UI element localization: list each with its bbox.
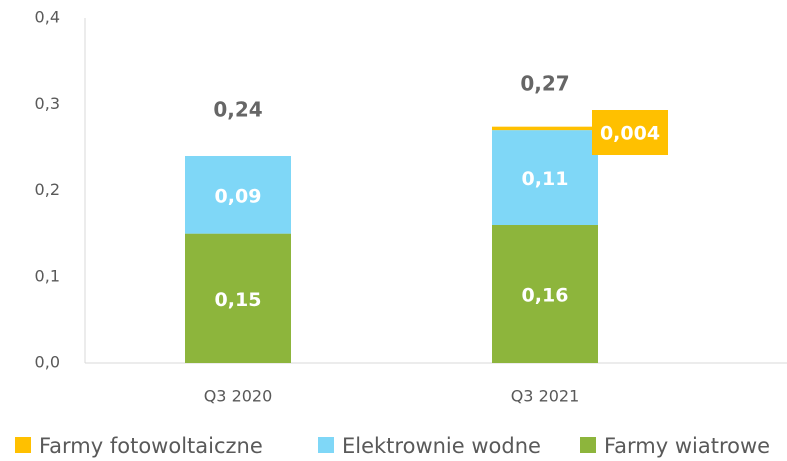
- legend-swatch: [318, 437, 334, 453]
- value-label: 0,004: [600, 123, 660, 145]
- x-tick-label: Q3 2020: [204, 387, 273, 406]
- legend-label: Farmy fotowoltaiczne: [39, 434, 263, 458]
- y-tick-label: 0,4: [35, 8, 60, 27]
- bar-segment: [185, 156, 291, 234]
- y-tick-label: 0,0: [35, 353, 60, 372]
- bar-segment: [492, 130, 598, 225]
- value-label: 0,11: [522, 168, 569, 190]
- bar-segment: [185, 233, 291, 363]
- x-tick-label: Q3 2021: [511, 387, 580, 406]
- bar-segment: [492, 126, 598, 131]
- value-label: 0,09: [215, 185, 262, 207]
- legend-swatch: [15, 437, 31, 453]
- y-tick-label: 0,3: [35, 94, 60, 113]
- y-tick-label: 0,1: [35, 266, 60, 285]
- total-label: 0,27: [520, 72, 569, 96]
- bar-segment: [492, 225, 598, 363]
- value-label: 0,15: [215, 289, 262, 311]
- legend-label: Elektrownie wodne: [342, 434, 541, 458]
- legend-swatch: [580, 437, 596, 453]
- legend-label: Farmy wiatrowe: [604, 434, 770, 458]
- value-label: 0,16: [522, 285, 569, 307]
- callout-box: [592, 110, 668, 155]
- y-tick-label: 0,2: [35, 180, 60, 199]
- total-label: 0,24: [213, 98, 262, 122]
